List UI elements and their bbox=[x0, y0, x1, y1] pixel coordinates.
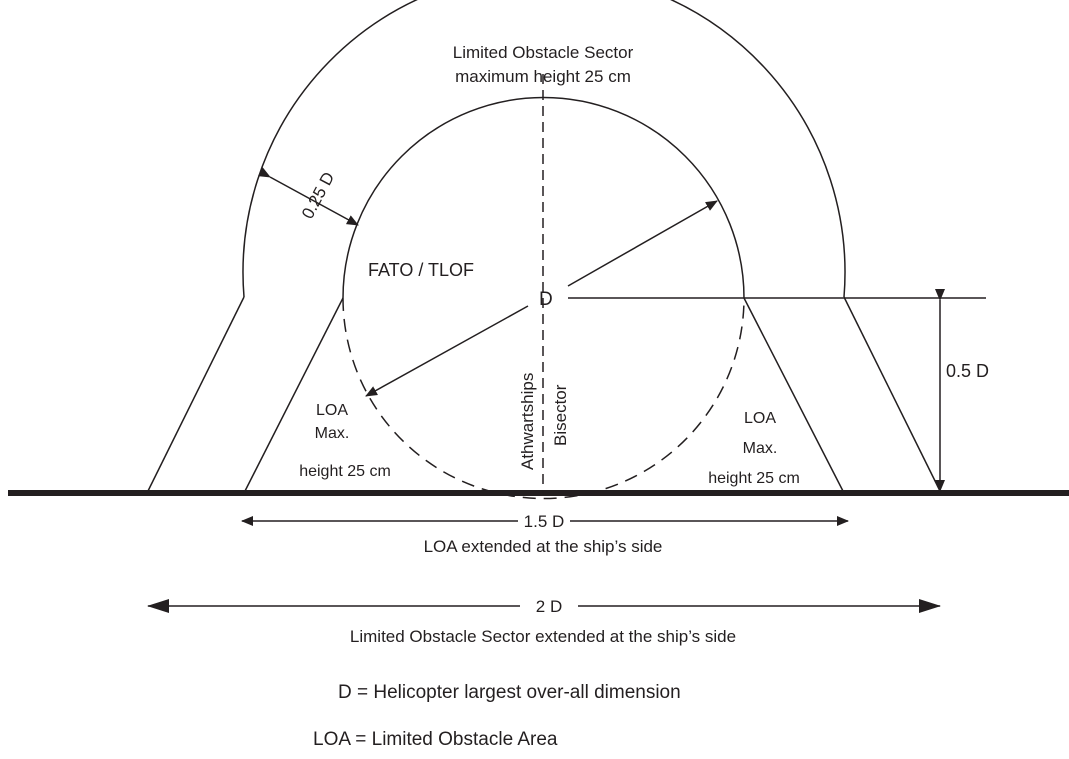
sector-title-line2: maximum height 25 cm bbox=[455, 67, 631, 86]
dim-15d-label: 1.5 D bbox=[524, 512, 565, 531]
loa-left-line2: Max. bbox=[315, 425, 350, 442]
loa-right-line1: LOA bbox=[744, 410, 776, 427]
loa-left-line3: height 25 cm bbox=[299, 463, 391, 480]
dim-2d-caption: Limited Obstacle Sector extended at the … bbox=[350, 627, 736, 646]
loa-left-line1: LOA bbox=[316, 402, 348, 419]
loa-right-line2: Max. bbox=[743, 440, 778, 457]
sector-title-line1: Limited Obstacle Sector bbox=[453, 43, 634, 62]
legend-loa-definition: LOA = Limited Obstacle Area bbox=[313, 729, 558, 750]
sector-width-arrow bbox=[257, 167, 359, 226]
diameter-arrow-upper bbox=[567, 200, 718, 287]
loa-right-line3: height 25 cm bbox=[708, 470, 800, 487]
dim-15d-caption: LOA extended at the ship’s side bbox=[424, 537, 663, 556]
fato-tlof-label: FATO / TLOF bbox=[368, 260, 474, 280]
limited-obstacle-sector-outer-arc bbox=[242, 0, 846, 298]
loa-right-side bbox=[743, 297, 845, 494]
center-d-label: D bbox=[539, 289, 553, 310]
sector-left-side bbox=[146, 296, 245, 494]
diameter-arrow-lower bbox=[365, 305, 529, 397]
fato-tlof-circle-dashed bbox=[342, 297, 745, 500]
legend-d-definition: D = Helicopter largest over-all dimensio… bbox=[338, 682, 681, 703]
sector-right-side bbox=[843, 296, 942, 494]
loa-left-side bbox=[243, 297, 344, 494]
athwartships-label: Athwartships bbox=[518, 373, 537, 470]
bisector-label: Bisector bbox=[551, 384, 570, 446]
half-d-label: 0.5 D bbox=[946, 361, 989, 381]
dim-2d-label: 2 D bbox=[536, 597, 562, 616]
